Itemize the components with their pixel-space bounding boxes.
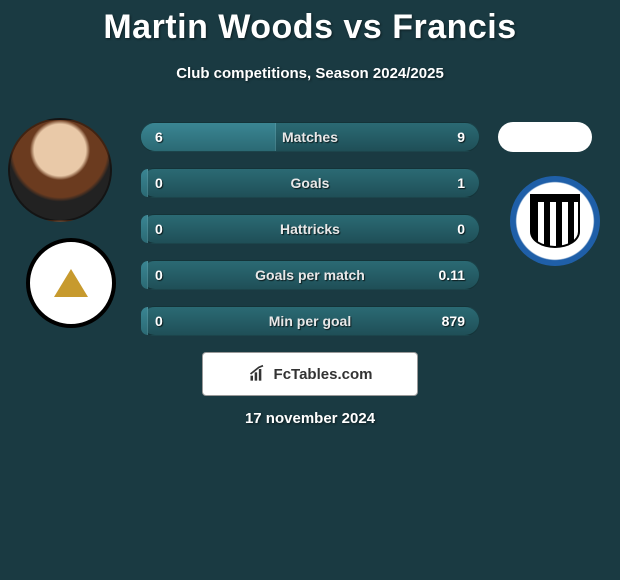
stat-left-value: 6 — [155, 129, 163, 145]
stat-label: Matches — [282, 129, 338, 145]
page-title: Martin Woods vs Francis — [0, 0, 620, 47]
stat-fill — [141, 307, 148, 335]
stat-left-value: 0 — [155, 313, 163, 329]
stat-label: Goals per match — [255, 267, 365, 283]
stat-left-value: 0 — [155, 267, 163, 283]
stat-left-value: 0 — [155, 175, 163, 191]
footer-date: 17 november 2024 — [0, 410, 620, 427]
stat-fill — [141, 261, 148, 289]
stat-fill — [141, 169, 148, 197]
club-crest-right — [510, 176, 600, 266]
stat-right-value: 879 — [442, 313, 465, 329]
stats-container: 6 Matches 9 0 Goals 1 0 Hattricks 0 0 Go… — [140, 122, 480, 336]
chart-icon — [248, 364, 268, 384]
stat-label: Goals — [291, 175, 330, 191]
stat-label: Hattricks — [280, 221, 340, 237]
stat-right-value: 0 — [457, 221, 465, 237]
stat-right-value: 9 — [457, 129, 465, 145]
stat-right-value: 1 — [457, 175, 465, 191]
player-left-avatar — [8, 118, 112, 222]
stat-label: Min per goal — [269, 313, 351, 329]
subtitle: Club competitions, Season 2024/2025 — [0, 65, 620, 82]
club-crest-left — [26, 238, 116, 328]
player-right-avatar — [498, 122, 592, 152]
stat-right-value: 0.11 — [439, 267, 465, 283]
watermark-text: FcTables.com — [274, 366, 373, 383]
stat-row-matches: 6 Matches 9 — [140, 122, 480, 152]
stat-fill — [141, 215, 148, 243]
watermark-card: FcTables.com — [202, 352, 418, 396]
stat-row-goals: 0 Goals 1 — [140, 168, 480, 198]
stat-row-goals-per-match: 0 Goals per match 0.11 — [140, 260, 480, 290]
stat-row-hattricks: 0 Hattricks 0 — [140, 214, 480, 244]
stat-row-min-per-goal: 0 Min per goal 879 — [140, 306, 480, 336]
stat-left-value: 0 — [155, 221, 163, 237]
